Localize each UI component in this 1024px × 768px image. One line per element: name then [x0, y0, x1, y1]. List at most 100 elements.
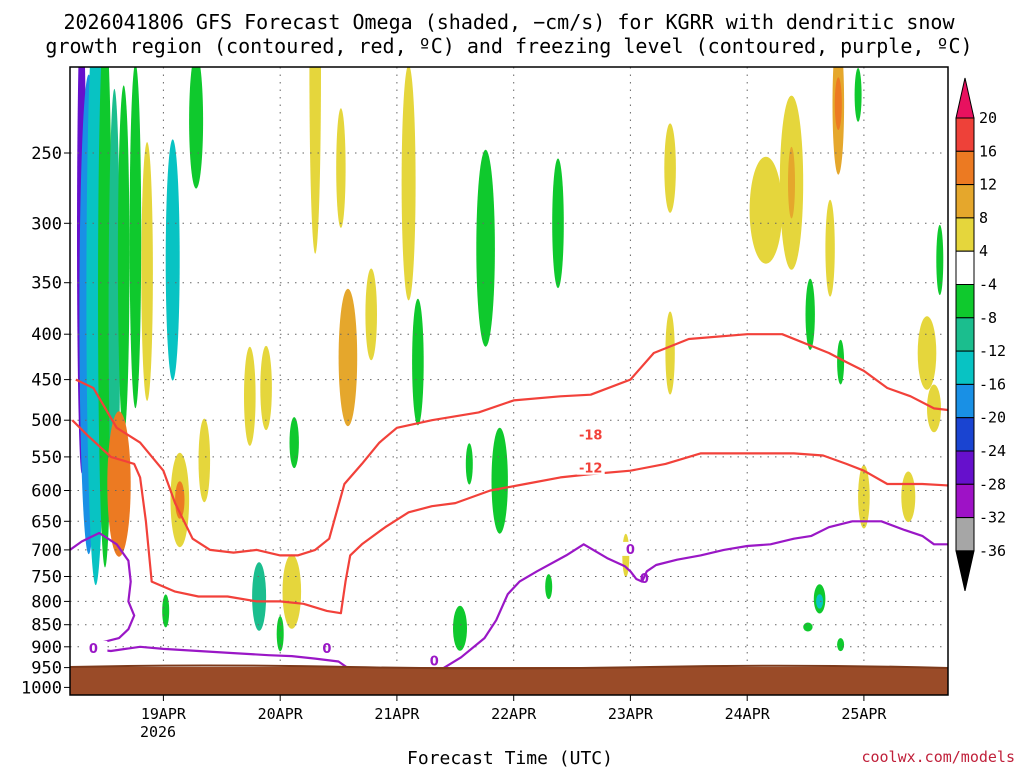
dgz-minus12-lower-label-bg	[576, 460, 605, 475]
y-tick-label-750: 750	[31, 568, 62, 588]
y-tick-label-650: 650	[31, 512, 62, 532]
colorbar-bin-5	[955, 250, 975, 285]
omega-shade-38	[834, 77, 842, 130]
omega-shade-10	[107, 411, 131, 557]
dgz-minus12-lower-label: -12	[579, 462, 603, 477]
y-tick-label-1000: 1000	[21, 678, 62, 698]
omega-shade-20	[338, 288, 358, 427]
omega-shade-3	[98, 67, 112, 568]
colorbar-label-9: -20	[979, 409, 1006, 427]
omega-shade-24	[412, 298, 424, 426]
y-tick-label-800: 800	[31, 592, 62, 612]
x-tick-label-23APR: 23APR	[608, 705, 654, 723]
dgz-minus18-upper-label-bg	[576, 427, 605, 442]
omega-shade-47	[837, 638, 845, 652]
omega-shade-7	[141, 142, 153, 401]
omega-shade-48	[803, 622, 813, 632]
omega-shade-15	[282, 554, 302, 629]
omega-shade-39	[854, 68, 862, 122]
omega-shade-14	[252, 562, 267, 631]
colorbar: 20 16 12 8 4 -4 -8 -12 -16 -20 -24 -28 -32 -36	[955, 77, 1006, 592]
colorbar-bin-9	[955, 383, 975, 419]
ground-edge	[69, 664, 949, 670]
x-axis: 19APR 20APR 21APR 22APR 23APR 24APR 25APR	[141, 695, 887, 723]
omega-shade-9	[189, 67, 204, 189]
omega-shade-30	[664, 123, 676, 213]
omega-shade-27	[453, 605, 467, 651]
colorbar-label-12: -32	[979, 509, 1006, 527]
chart-title-line-1: 2026041806 GFS Forecast Omega (shaded, −…	[63, 10, 955, 34]
omega-shade-17	[260, 345, 272, 431]
credit-link[interactable]: coolwx.com/models	[861, 748, 1015, 766]
dgz-minus18-upper-label: -18	[579, 428, 603, 443]
freezing-level-zero-left-label-bg	[79, 640, 108, 655]
omega-shade-13	[198, 418, 211, 503]
colorbar-label-3: 8	[979, 209, 988, 227]
omega-shade-41	[917, 316, 937, 390]
omega-shade-18	[309, 67, 321, 254]
omega-shade-26	[491, 427, 508, 534]
colorbar-label-8: -16	[979, 375, 1006, 393]
colorbar-label-10: -24	[979, 442, 1006, 460]
y-tick-label-250: 250	[31, 144, 62, 164]
omega-shade-46	[816, 594, 824, 609]
colorbar-bin-4	[955, 217, 975, 252]
colorbar-bin-3	[955, 184, 975, 219]
colorbar-bin-11	[955, 450, 975, 485]
colorbar-bin-1	[955, 117, 975, 152]
x-tick-label-25APR: 25APR	[841, 705, 887, 723]
colorbar-bin-2	[955, 150, 975, 186]
x-tick-label-24APR: 24APR	[725, 705, 771, 723]
y-axis: 2503003504004505005506006507007508008509…	[21, 144, 70, 698]
colorbar-bin-12	[955, 483, 975, 519]
omega-shade-34	[788, 146, 795, 219]
freezing-level-zero-left-label: 0	[89, 642, 98, 657]
y-tick-label-850: 850	[31, 616, 62, 636]
colorbar-label-11: -28	[979, 475, 1006, 493]
colorbar-label-7: -12	[979, 342, 1006, 360]
dgz-minus12-lower	[71, 419, 948, 615]
colorbar-label-6: -8	[979, 309, 997, 327]
chart-title-line-2: growth region (contoured, red, ºC) and f…	[45, 34, 972, 58]
omega-shade-53	[276, 616, 284, 652]
omega-shade-23	[401, 67, 416, 301]
omega-shade-19	[289, 417, 299, 469]
y-tick-label-900: 900	[31, 638, 62, 658]
omega-shade-25	[476, 149, 495, 347]
y-tick-label-950: 950	[31, 659, 62, 679]
colorbar-bin-8	[955, 350, 975, 385]
colorbar-bin-6	[955, 284, 975, 319]
omega-shade-40	[936, 224, 944, 296]
freezing-level-zero-right	[419, 520, 948, 685]
x-tick-label-21APR: 21APR	[374, 705, 420, 723]
omega-shade-16	[244, 346, 256, 446]
colorbar-label-0: 20	[979, 109, 997, 127]
colorbar-label-1: 16	[979, 142, 997, 160]
freezing-mark-0: 0	[322, 642, 331, 657]
omega-shade-52	[162, 594, 170, 628]
x-tick-label-19APR: 19APR	[141, 705, 187, 723]
x-tick-label-22APR: 22APR	[491, 705, 537, 723]
y-tick-label-300: 300	[31, 214, 62, 234]
freezing-mark-2: 0	[430, 655, 439, 670]
colorbar-bin-7	[955, 317, 975, 352]
ground-terrain-band	[70, 667, 948, 695]
colorbar-bin-13	[955, 517, 975, 552]
freezing-mark-1: 0	[640, 572, 649, 587]
omega-shade-8	[165, 139, 180, 381]
omega-shade-5	[117, 85, 130, 435]
freezing-level-zero-right-label-bg	[616, 541, 645, 556]
y-tick-label-350: 350	[31, 274, 62, 294]
y-tick-label-450: 450	[31, 371, 62, 391]
omega-shade-31	[665, 311, 675, 395]
omega-shade-32	[749, 156, 783, 264]
y-tick-label-500: 500	[31, 411, 62, 431]
plot-frame	[69, 66, 949, 696]
omega-shade-51	[465, 443, 473, 485]
omega-shade-50	[545, 574, 553, 600]
omega-shade-21	[365, 268, 378, 361]
y-tick-label-400: 400	[31, 325, 62, 345]
